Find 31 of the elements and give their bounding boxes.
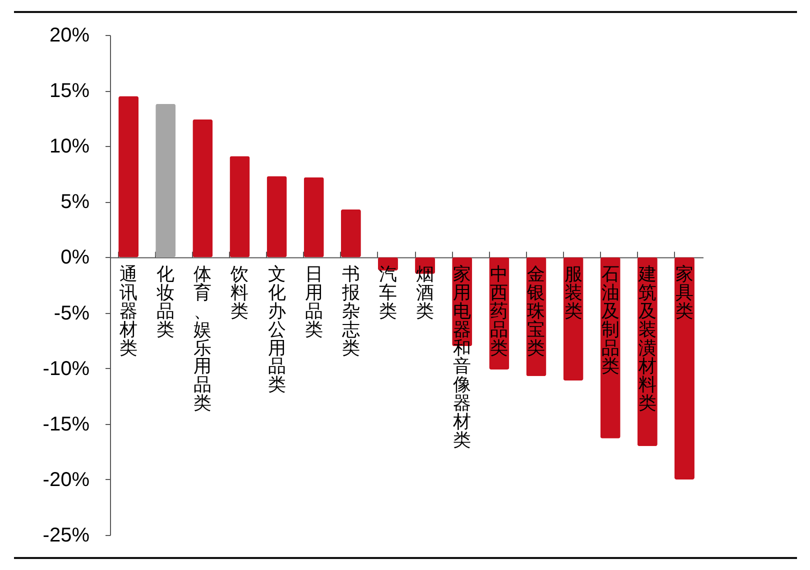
bar: [266, 176, 287, 258]
x-tick-label: 金银珠宝类: [526, 264, 546, 358]
bar: [304, 177, 324, 258]
y-tick-label: -5%: [54, 302, 90, 324]
x-tick-label: 文化办公用品类: [268, 264, 286, 395]
x-tick-label: 书报杂志类: [340, 264, 360, 358]
bar: [230, 156, 250, 258]
x-tick-label: 通讯器材类: [118, 264, 138, 358]
x-tick-label: 中西药品类: [490, 264, 508, 358]
bar: [340, 209, 361, 258]
x-tick-label: 服装类: [564, 264, 582, 322]
y-tick-label: 15%: [49, 80, 90, 102]
x-tick-label: 汽车类: [378, 264, 397, 322]
x-tick-label: 体育、娱乐用品类: [194, 264, 212, 414]
x-tick-label: 家具类: [675, 264, 694, 322]
y-tick-label: 20%: [49, 24, 90, 46]
bar: [192, 119, 213, 258]
x-tick-label: 建筑及装潢材料类: [637, 264, 656, 414]
bar: [156, 104, 176, 258]
y-tick-label: 5%: [60, 191, 90, 214]
y-tick-label: -25%: [42, 524, 90, 546]
bar: [118, 96, 139, 258]
y-tick-label: 0%: [60, 246, 90, 269]
x-tick-label: 石油及制品类: [601, 264, 620, 376]
y-tick-label: -10%: [42, 358, 90, 380]
y-tick-label: -20%: [42, 468, 90, 491]
x-tick-label: 日用品类: [304, 264, 323, 340]
y-tick-label: 10%: [49, 136, 90, 158]
y-tick-label: -15%: [42, 413, 90, 436]
x-tick-label: 化妆品类: [156, 264, 175, 340]
x-tick-label: 饮料类: [230, 264, 249, 322]
